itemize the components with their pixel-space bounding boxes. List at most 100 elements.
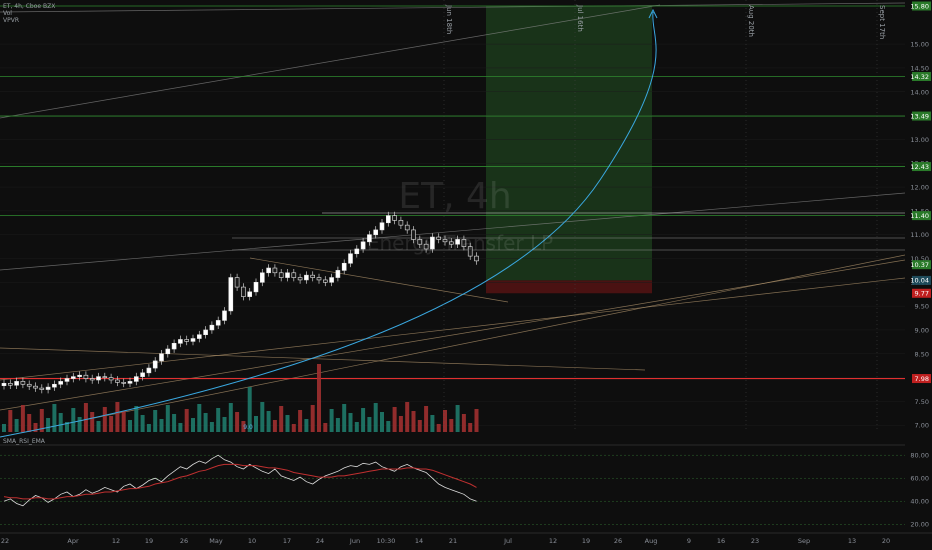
time-axis[interactable]: 22 Apr 12 19 26 May 10 17 24 Jun 10:30 14 21 Jul 12 19 2… xyxy=(0,532,932,545)
time-tick: 21 xyxy=(449,537,457,545)
candle xyxy=(33,385,38,389)
volume-bar xyxy=(109,416,114,432)
trend-line xyxy=(0,4,661,119)
time-tick: 19 xyxy=(145,537,153,545)
time-tick: 23 xyxy=(751,537,759,545)
volume-bar xyxy=(342,404,347,432)
candle xyxy=(247,291,252,297)
volume-bar xyxy=(474,409,479,432)
candle xyxy=(8,383,13,386)
candle xyxy=(1,383,7,386)
legend-symbol[interactable]: ET, 4h, Cboe BZX xyxy=(3,3,56,10)
volume-bar xyxy=(436,424,441,432)
rsi-tick: 40.00 xyxy=(910,498,929,506)
time-tick: 14 xyxy=(415,537,423,545)
time-tick: 16 xyxy=(717,537,725,545)
candle xyxy=(203,329,208,336)
candle xyxy=(474,255,479,262)
price-label: 11.40 xyxy=(910,212,929,220)
price-tick: 7.50 xyxy=(915,398,929,406)
volume-bar xyxy=(443,410,447,432)
time-tick: 22 xyxy=(1,537,9,545)
candle xyxy=(58,381,64,385)
time-tick: 12 xyxy=(549,537,557,545)
volume-bar xyxy=(184,409,189,432)
price-label: 9.77 xyxy=(915,290,929,298)
price-tick: 7.00 xyxy=(915,422,929,430)
candle xyxy=(14,381,19,386)
price-label: 15.80 xyxy=(910,2,929,10)
rsi-average-line xyxy=(3,463,477,500)
volume-bar xyxy=(386,421,391,432)
volume-bar xyxy=(115,402,120,432)
candle xyxy=(259,272,265,283)
candles[interactable] xyxy=(1,211,479,394)
volume-bar xyxy=(65,422,69,432)
candle xyxy=(190,338,196,342)
candle xyxy=(241,286,246,297)
candle xyxy=(341,262,347,271)
volume-bar xyxy=(52,404,57,432)
price-label-bg xyxy=(912,162,931,172)
candle xyxy=(77,374,82,377)
volume-bar xyxy=(33,423,38,432)
time-tick: May xyxy=(209,537,223,545)
time-tick: Jun xyxy=(349,537,360,545)
candle xyxy=(297,277,303,281)
curve-arrow xyxy=(648,8,658,19)
volume-bar xyxy=(14,419,19,432)
volume-bar xyxy=(247,387,252,432)
candle xyxy=(171,342,177,350)
volume-bar xyxy=(241,421,246,432)
volume-bar xyxy=(461,414,466,432)
price-tick: 14.50 xyxy=(910,64,929,72)
legend-volume[interactable]: Vol xyxy=(3,10,12,17)
volume-bar xyxy=(102,407,107,432)
price-label-bg xyxy=(912,260,931,270)
price-tick: 8.50 xyxy=(915,350,929,358)
projection-curve xyxy=(0,11,657,438)
candle xyxy=(455,239,460,245)
price-label: 13.49 xyxy=(910,112,929,120)
price-label: 12.43 xyxy=(910,163,929,171)
candle xyxy=(234,277,240,288)
volume-bar xyxy=(216,408,221,432)
candle xyxy=(448,241,454,245)
volume-marker: 9.0 xyxy=(243,424,253,431)
volume-bar xyxy=(20,405,25,432)
legend-vpvr[interactable]: VPVR xyxy=(3,17,19,24)
candle xyxy=(461,239,467,247)
watermark-company: Energy Transfer LP xyxy=(367,231,553,255)
chart-legend: ET, 4h, Cboe BZX Vol VPVR xyxy=(3,3,55,24)
candle xyxy=(165,348,171,355)
price-tick: 9.50 xyxy=(915,303,929,311)
price-label-bg xyxy=(912,111,931,121)
volume-bar xyxy=(272,420,277,432)
legend-rsi[interactable]: SMA_RSI_EMA xyxy=(3,438,45,445)
volume-bar xyxy=(348,413,353,432)
volume-bar xyxy=(191,418,195,432)
volume-bar xyxy=(165,405,170,432)
volume-bar xyxy=(354,422,359,432)
volume-bar xyxy=(310,405,315,432)
candle xyxy=(430,236,435,250)
candle xyxy=(329,277,334,283)
price-tick: 14.00 xyxy=(910,88,929,96)
candle xyxy=(266,267,271,274)
price-label: 10.04 xyxy=(910,277,929,285)
candle xyxy=(115,379,120,383)
trend-line xyxy=(0,277,906,381)
price-tick: 13.00 xyxy=(910,136,929,144)
price-label-bg xyxy=(912,275,931,285)
price-axis[interactable]: 7.007.508.008.509.009.5010.0010.5011.001… xyxy=(905,0,932,550)
candle xyxy=(39,387,45,390)
date-annotations: Jun 18th Jul 16th Aug 20th Sept 17th xyxy=(443,0,886,430)
price-label-bg xyxy=(912,374,931,384)
candle xyxy=(354,248,360,255)
date-label: Aug 20th xyxy=(747,5,755,37)
candle xyxy=(52,383,57,388)
volume-bar xyxy=(411,411,416,432)
volume-bar xyxy=(90,412,95,432)
date-label: Jun 18th xyxy=(445,4,453,34)
